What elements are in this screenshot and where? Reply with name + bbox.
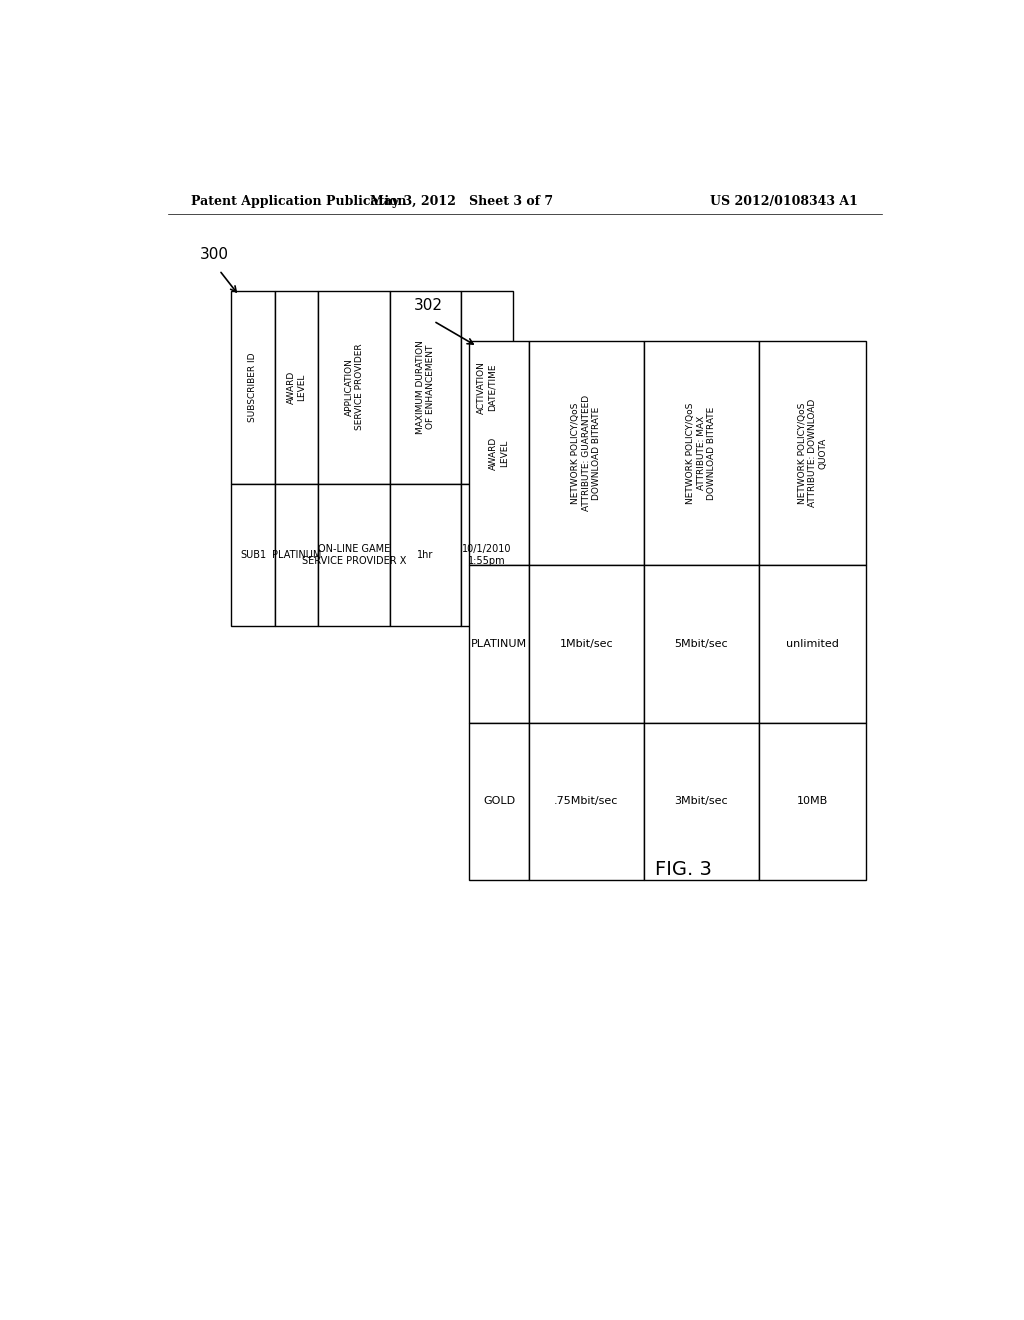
Text: NETWORK POLICY/QoS
ATTRIBUTE: GUARANTEED
DOWNLOAD BITRATE: NETWORK POLICY/QoS ATTRIBUTE: GUARANTEED… [571, 395, 601, 511]
Bar [528, 342, 644, 565]
Text: SUB1: SUB1 [240, 550, 266, 560]
Text: 10MB: 10MB [797, 796, 828, 807]
Text: 302: 302 [414, 298, 442, 313]
Text: PLATINUM: PLATINUM [471, 639, 527, 648]
Bar [461, 290, 513, 483]
Text: 1Mbit/sec: 1Mbit/sec [559, 639, 613, 648]
Bar [469, 565, 528, 722]
Text: NETWORK POLICY/QoS
ATTRIBUTE: DOWNLOAD
QUOTA: NETWORK POLICY/QoS ATTRIBUTE: DOWNLOAD Q… [798, 399, 827, 507]
Bar [528, 565, 644, 722]
Text: 300: 300 [200, 247, 228, 263]
Text: 1hr: 1hr [418, 550, 434, 560]
Text: SUBSCRIBER ID: SUBSCRIBER ID [249, 352, 257, 422]
Bar [318, 290, 390, 483]
Bar [231, 290, 274, 483]
Bar [644, 565, 759, 722]
Text: AWARD
LEVEL: AWARD LEVEL [287, 371, 306, 404]
Text: FIG. 3: FIG. 3 [655, 861, 712, 879]
Bar [759, 722, 866, 880]
Bar [274, 483, 318, 626]
Text: .75Mbit/sec: .75Mbit/sec [554, 796, 618, 807]
Text: APPLICATION
SERVICE PROVIDER: APPLICATION SERVICE PROVIDER [344, 343, 364, 430]
Text: ACTIVATION
DATE/TIME: ACTIVATION DATE/TIME [477, 360, 497, 413]
Text: 5Mbit/sec: 5Mbit/sec [675, 639, 728, 648]
Text: NETWORK POLICY/QoS
ATTRIBUTE: MAX
DOWNLOAD BITRATE: NETWORK POLICY/QoS ATTRIBUTE: MAX DOWNLO… [686, 403, 716, 504]
Bar [469, 722, 528, 880]
Text: unlimited: unlimited [786, 639, 839, 648]
Bar [390, 290, 461, 483]
Bar [461, 483, 513, 626]
Bar [528, 722, 644, 880]
Text: GOLD: GOLD [483, 796, 515, 807]
Bar [318, 483, 390, 626]
Text: Patent Application Publication: Patent Application Publication [191, 194, 407, 207]
Bar [759, 342, 866, 565]
Text: 3Mbit/sec: 3Mbit/sec [675, 796, 728, 807]
Text: MAXIMUM DURATION
OF ENHANCEMENT: MAXIMUM DURATION OF ENHANCEMENT [416, 341, 435, 434]
Bar [469, 342, 528, 565]
Bar [231, 483, 274, 626]
Text: PLATINUM: PLATINUM [272, 550, 322, 560]
Bar [644, 342, 759, 565]
Bar [390, 483, 461, 626]
Bar [274, 290, 318, 483]
Text: ON-LINE GAME
SERVICE PROVIDER X: ON-LINE GAME SERVICE PROVIDER X [302, 544, 407, 565]
Text: US 2012/0108343 A1: US 2012/0108343 A1 [711, 194, 858, 207]
Bar [644, 722, 759, 880]
Text: May 3, 2012   Sheet 3 of 7: May 3, 2012 Sheet 3 of 7 [370, 194, 553, 207]
Text: AWARD
LEVEL: AWARD LEVEL [489, 437, 509, 470]
Text: 10/1/2010
1:55pm: 10/1/2010 1:55pm [463, 544, 512, 565]
Bar [759, 565, 866, 722]
